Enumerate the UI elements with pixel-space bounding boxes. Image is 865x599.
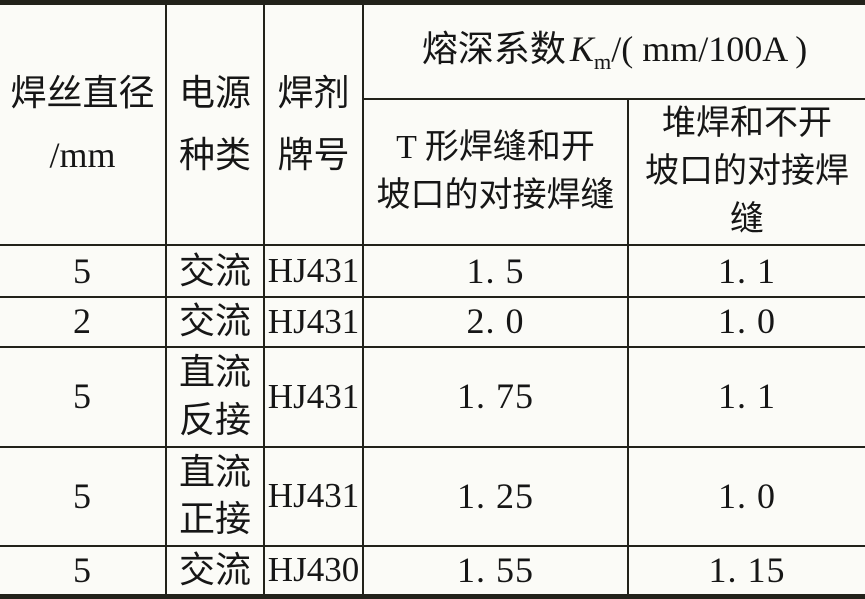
cell-power: 直流 正接 — [165, 445, 265, 547]
table-row: 2 交流 HJ431 2. 0 1. 0 — [0, 296, 865, 348]
cell-km-t: 1. 5 — [362, 244, 629, 299]
cell-flux: HJ431 — [263, 445, 364, 547]
cell-power: 直流 反接 — [165, 345, 265, 448]
km-title-prefix: 熔深系数 — [421, 29, 566, 70]
cell-km-t: 2. 0 — [362, 296, 629, 348]
subheader-surfacing-weld: 堆焊和不开 坡口的对接焊缝 — [626, 97, 865, 247]
cell-diameter: 2 — [0, 296, 167, 348]
header-row-main: 焊丝直径 /mm 电源 种类 焊剂 牌号 熔深系数 Km/( mm/100A ) — [0, 1, 865, 247]
header-wire-diameter: 焊丝直径 /mm — [0, 1, 167, 247]
cell-diameter: 5 — [0, 244, 167, 299]
cell-flux: HJ431 — [263, 244, 364, 299]
cell-km-surf: 1. 1 — [626, 244, 865, 299]
cell-km-surf: 1. 0 — [626, 445, 865, 547]
header-power-type: 电源 种类 — [165, 1, 265, 247]
cell-km-surf: 1. 1 — [626, 345, 865, 448]
km-subscript: m — [593, 48, 612, 74]
cell-diameter: 5 — [0, 544, 167, 598]
cell-km-t: 1. 75 — [362, 345, 629, 448]
cell-flux: HJ430 — [263, 544, 364, 598]
cell-diameter: 5 — [0, 445, 167, 547]
cell-power: 交流 — [165, 296, 265, 348]
cell-flux: HJ431 — [263, 345, 364, 448]
table-row: 5 直流 反接 HJ431 1. 75 1. 1 — [0, 345, 865, 448]
header-penetration-coefficient: 熔深系数 Km/( mm/100A ) — [361, 1, 865, 100]
cell-km-surf: 1. 15 — [626, 544, 865, 598]
km-unit: /( mm/100A ) — [611, 29, 808, 70]
km-symbol: K — [569, 29, 594, 70]
subheader-t-fillet-weld: T 形焊缝和开 坡口的对接焊缝 — [362, 97, 629, 247]
header-flux-brand: 焊剂 牌号 — [263, 1, 364, 247]
cell-km-t: 1. 25 — [362, 445, 629, 547]
cell-diameter: 5 — [0, 345, 167, 448]
cell-power: 交流 — [165, 544, 265, 598]
header-row-sub: T 形焊缝和开 坡口的对接焊缝 堆焊和不开 坡口的对接焊缝 — [0, 97, 865, 247]
cell-flux: HJ431 — [263, 296, 364, 348]
table-row: 5 交流 HJ430 1. 55 1. 15 — [0, 544, 865, 598]
cell-power: 交流 — [165, 244, 265, 299]
table-row: 5 直流 正接 HJ431 1. 25 1. 0 — [0, 445, 865, 547]
cell-km-surf: 1. 0 — [626, 296, 865, 348]
cell-km-t: 1. 55 — [362, 544, 629, 598]
table-row: 5 交流 HJ431 1. 5 1. 1 — [0, 244, 865, 299]
